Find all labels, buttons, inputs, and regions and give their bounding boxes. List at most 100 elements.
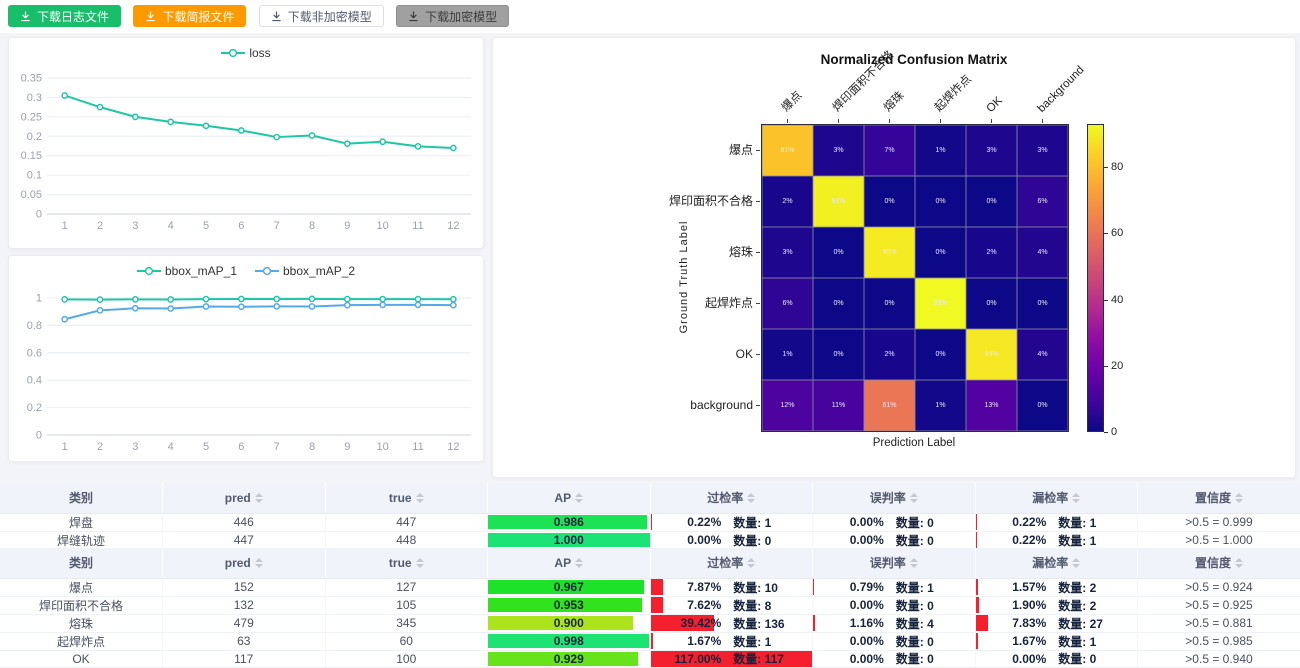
rate-count: 数量: 2 <box>1058 597 1128 614</box>
colorbar <box>1087 124 1104 432</box>
x-axis-tick-label: 11 <box>412 441 423 453</box>
column-header-AP[interactable]: AP <box>488 548 651 578</box>
x-axis-tick-label: 12 <box>447 441 459 453</box>
colorbar-tick <box>1104 167 1108 168</box>
true-cell: 100 <box>325 650 488 667</box>
misjudge-rate-cell: 0.79%数量: 1 <box>813 578 976 596</box>
x-axis-tick-label: 9 <box>344 441 350 453</box>
rate-percent: 0.00% <box>822 598 884 612</box>
x-axis-tick-label: 9 <box>344 220 350 232</box>
cm-axis-tick <box>756 201 760 202</box>
cm-cell: 0% <box>1017 278 1068 329</box>
sort-caret-icon[interactable] <box>910 558 918 568</box>
cm-cell: 4% <box>1017 227 1068 278</box>
sort-caret-icon[interactable] <box>416 493 424 503</box>
column-header-label: true <box>389 491 412 505</box>
sort-caret-icon[interactable] <box>255 558 263 568</box>
column-header-true[interactable]: true <box>325 483 488 513</box>
sort-caret-icon[interactable] <box>1235 493 1243 503</box>
legend-item-bbox_mAP_2[interactable]: bbox_mAP_2 <box>255 264 355 278</box>
download-encrypted-model-button[interactable]: 下载加密模型 <box>396 5 509 27</box>
cm-row-label: 焊印面积不合格 <box>593 194 753 208</box>
sort-caret-icon[interactable] <box>416 558 424 568</box>
sort-caret-icon[interactable] <box>1072 493 1080 503</box>
column-header-label: 置信度 <box>1195 489 1231 506</box>
download-report-file-button[interactable]: 下载简报文件 <box>133 5 246 27</box>
rate-bar <box>651 633 654 649</box>
sort-caret-icon[interactable] <box>1235 558 1243 568</box>
column-header-误判率[interactable]: 误判率 <box>813 548 976 578</box>
rate-percent: 0.00% <box>822 652 884 666</box>
overdetect-rate-cell: 7.87%数量: 10 <box>650 578 813 596</box>
data-point <box>380 139 385 144</box>
sort-caret-icon[interactable] <box>747 493 755 503</box>
column-header-置信度[interactable]: 置信度 <box>1138 483 1300 513</box>
colorbar-tick <box>1104 300 1108 301</box>
cm-axis-tick <box>756 150 760 151</box>
rate-percent: 0.00% <box>659 533 721 547</box>
sort-caret-icon[interactable] <box>575 493 583 503</box>
pred-cell: 479 <box>163 614 326 632</box>
column-header-漏检率[interactable]: 漏检率 <box>975 548 1138 578</box>
sort-caret-icon[interactable] <box>1072 558 1080 568</box>
column-header-true[interactable]: true <box>325 548 488 578</box>
cm-col-label-text: 起焊炸点 <box>930 71 974 115</box>
rate-count: 数量: 136 <box>733 615 803 632</box>
cm-cell: 0% <box>1017 380 1068 431</box>
missdetect-rate-cell: 0.00%数量: 0 <box>975 650 1138 667</box>
sort-caret-icon[interactable] <box>747 558 755 568</box>
data-point <box>415 144 420 149</box>
legend-item-loss[interactable]: loss <box>221 46 270 60</box>
x-axis-tick-label: 6 <box>238 220 244 232</box>
rate-count: 数量: 1 <box>1058 532 1128 549</box>
download-log-file-button[interactable]: 下载日志文件 <box>8 5 121 27</box>
pred-cell: 446 <box>163 513 326 531</box>
column-header-pred[interactable]: pred <box>163 548 326 578</box>
x-axis-tick-label: 2 <box>97 441 103 453</box>
download-unencrypted-model-button[interactable]: 下载非加密模型 <box>259 5 384 27</box>
column-header-误判率[interactable]: 误判率 <box>813 483 976 513</box>
cm-cell: 1% <box>762 329 813 380</box>
cm-cell: 7% <box>864 125 915 176</box>
column-header-pred[interactable]: pred <box>163 483 326 513</box>
missdetect-rate-cell: 1.67%数量: 1 <box>975 632 1138 650</box>
ap-cell: 0.998 <box>488 632 651 650</box>
column-header-过检率[interactable]: 过检率 <box>650 483 813 513</box>
column-header-置信度[interactable]: 置信度 <box>1138 548 1300 578</box>
download-icon <box>271 11 282 22</box>
download-icon <box>408 11 419 22</box>
sort-caret-icon[interactable] <box>910 493 918 503</box>
rate-bar <box>813 579 814 595</box>
ap-cell: 0.953 <box>488 596 651 614</box>
ap-cell: 0.986 <box>488 513 651 531</box>
column-header-label: true <box>389 556 412 570</box>
misjudge-rate-cell: 0.00%数量: 0 <box>813 531 976 549</box>
ap-value: 1.000 <box>554 533 584 547</box>
confidence-value: >0.5 = 0.924 <box>1185 580 1252 594</box>
true-cell: 447 <box>325 513 488 531</box>
rate-bar <box>976 633 979 649</box>
y-axis-tick-label: 0.35 <box>21 73 42 85</box>
data-point <box>168 297 173 302</box>
colorbar-tick-label: 40 <box>1111 294 1123 306</box>
legend-marker-icon <box>221 48 245 58</box>
column-header-AP[interactable]: AP <box>488 483 651 513</box>
rate-percent: 39.42% <box>659 616 721 630</box>
cm-cell: 1% <box>915 380 966 431</box>
cm-row-label: OK <box>593 347 753 361</box>
sort-caret-icon[interactable] <box>255 493 263 503</box>
y-axis-tick-label: 0 <box>36 209 42 221</box>
download-icon <box>145 11 156 22</box>
x-axis-tick-label: 7 <box>274 441 280 453</box>
rate-count: 数量: 0 <box>733 532 803 549</box>
cm-cell: 0% <box>915 227 966 278</box>
legend-item-bbox_mAP_1[interactable]: bbox_mAP_1 <box>137 264 237 278</box>
column-header-漏检率[interactable]: 漏检率 <box>975 483 1138 513</box>
cm-cell: 2% <box>762 176 813 227</box>
rate-count: 数量: 0 <box>896 633 966 650</box>
x-axis-tick-label: 4 <box>168 441 174 453</box>
sort-caret-icon[interactable] <box>575 558 583 568</box>
column-header-过检率[interactable]: 过检率 <box>650 548 813 578</box>
